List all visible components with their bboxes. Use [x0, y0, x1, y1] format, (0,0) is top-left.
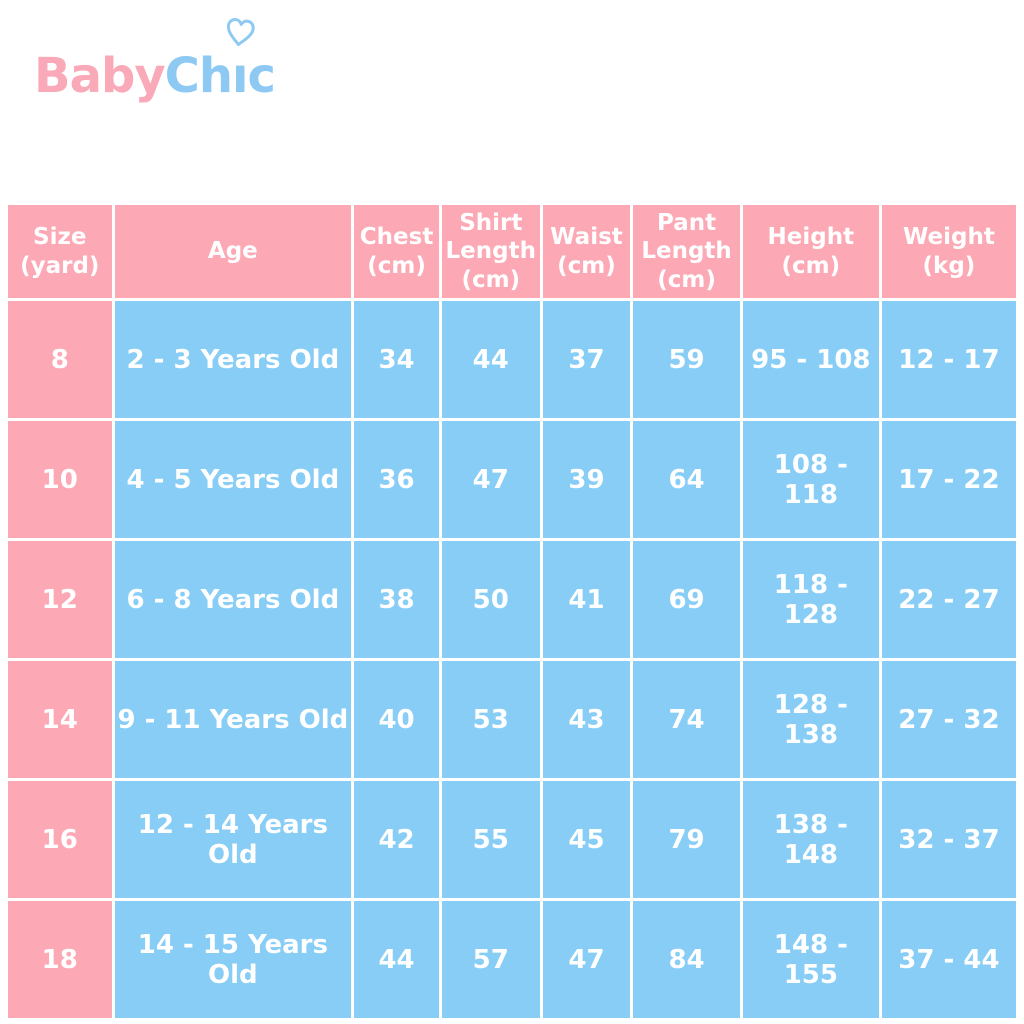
- logo-chic-suffix: c: [247, 48, 275, 104]
- pant-length-cell: 59: [633, 301, 740, 418]
- size-cell: 8: [8, 301, 112, 418]
- table-row: 18 14 - 15 Years Old 44 57 47 84 148 - 155 37 -…: [8, 901, 1016, 1018]
- age-cell: 9 - 11 Years Old: [114, 661, 352, 778]
- header-size: Size (yard): [8, 205, 112, 298]
- chest-cell: 40: [354, 661, 439, 778]
- pant-length-cell: 79: [633, 781, 740, 898]
- chest-cell: 38: [354, 541, 439, 658]
- height-cell: 108 - 118: [742, 421, 879, 538]
- weight-cell: 27 - 32: [881, 661, 1016, 778]
- table-row: 14 9 - 11 Years Old 40 53 43 74 128 - 138 27 - …: [8, 661, 1016, 778]
- height-cell: 138 - 148: [742, 781, 879, 898]
- waist-cell: 47: [542, 901, 631, 1018]
- weight-cell: 12 - 17: [881, 301, 1016, 418]
- weight-cell: 32 - 37: [881, 781, 1016, 898]
- pant-length-cell: 84: [633, 901, 740, 1018]
- waist-cell: 45: [542, 781, 631, 898]
- waist-cell: 37: [542, 301, 631, 418]
- table-row: 12 6 - 8 Years Old 38 50 41 69 118 - 128 22 - 2…: [8, 541, 1016, 658]
- logo-text-chic: Chı c: [164, 18, 276, 104]
- heart-outline-icon: [226, 18, 255, 46]
- age-cell: 6 - 8 Years Old: [114, 541, 352, 658]
- shirt-length-cell: 57: [441, 901, 540, 1018]
- header-row: Size (yard) Age Chest (cm) Shirt Length …: [8, 205, 1016, 298]
- table-row: 16 12 - 14 Years Old 42 55 45 79 138 - 148 32 -…: [8, 781, 1016, 898]
- logo-chic-dotless-i: ı: [232, 48, 248, 104]
- chest-cell: 42: [354, 781, 439, 898]
- logo-chic-prefix: Ch: [164, 48, 233, 104]
- height-cell: 148 - 155: [742, 901, 879, 1018]
- height-cell: 95 - 108: [742, 301, 879, 418]
- shirt-length-cell: 55: [441, 781, 540, 898]
- age-cell: 4 - 5 Years Old: [114, 421, 352, 538]
- size-cell: 14: [8, 661, 112, 778]
- shirt-length-cell: 50: [441, 541, 540, 658]
- header-chest: Chest (cm): [354, 205, 439, 298]
- brand-logo: BabyChı c: [34, 18, 276, 104]
- age-cell: 2 - 3 Years Old: [114, 301, 352, 418]
- shirt-length-cell: 47: [441, 421, 540, 538]
- size-cell: 18: [8, 901, 112, 1018]
- header-age: Age: [114, 205, 352, 298]
- header-shirt-length: Shirt Length (cm): [441, 205, 540, 298]
- chest-cell: 44: [354, 901, 439, 1018]
- header-height: Height (cm): [742, 205, 879, 298]
- weight-cell: 17 - 22: [881, 421, 1016, 538]
- header-waist: Waist (cm): [542, 205, 631, 298]
- size-cell: 16: [8, 781, 112, 898]
- shirt-length-cell: 44: [441, 301, 540, 418]
- waist-cell: 39: [542, 421, 631, 538]
- height-cell: 128 - 138: [742, 661, 879, 778]
- waist-cell: 43: [542, 661, 631, 778]
- header-weight: Weight (kg): [881, 205, 1016, 298]
- table-header: Size (yard) Age Chest (cm) Shirt Length …: [8, 205, 1016, 298]
- size-cell: 12: [8, 541, 112, 658]
- pant-length-cell: 69: [633, 541, 740, 658]
- shirt-length-cell: 53: [441, 661, 540, 778]
- pant-length-cell: 74: [633, 661, 740, 778]
- waist-cell: 41: [542, 541, 631, 658]
- chest-cell: 36: [354, 421, 439, 538]
- weight-cell: 37 - 44: [881, 901, 1016, 1018]
- height-cell: 118 - 128: [742, 541, 879, 658]
- pant-length-cell: 64: [633, 421, 740, 538]
- weight-cell: 22 - 27: [881, 541, 1016, 658]
- logo-text-baby: Baby: [34, 48, 166, 104]
- size-cell: 10: [8, 421, 112, 538]
- age-cell: 12 - 14 Years Old: [114, 781, 352, 898]
- size-chart-table: Size (yard) Age Chest (cm) Shirt Length …: [5, 202, 1019, 1021]
- logo-chic-i: ı: [226, 18, 255, 104]
- chest-cell: 34: [354, 301, 439, 418]
- age-cell: 14 - 15 Years Old: [114, 901, 352, 1018]
- table-row: 10 4 - 5 Years Old 36 47 39 64 108 - 118 17 - 2…: [8, 421, 1016, 538]
- header-pant-length: Pant Length (cm): [633, 205, 740, 298]
